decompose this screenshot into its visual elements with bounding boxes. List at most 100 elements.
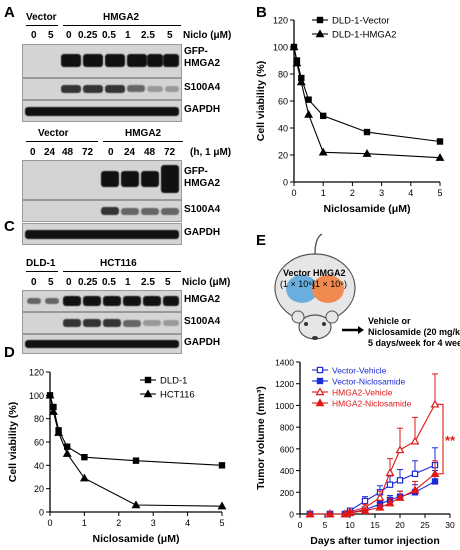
- lane-label: 0.25: [78, 277, 98, 288]
- hmga2-cell-count: (1 × 10⁶): [312, 279, 347, 289]
- x-axis-label: Niclosamide (μM): [93, 533, 180, 545]
- x-tick-label: 5: [437, 188, 442, 198]
- lane-label: 0: [66, 30, 72, 41]
- y-tick-label: 1400: [275, 358, 294, 368]
- chart-d-viability: 0 20 40 60 80 100 120 0 1 2 3 4 5 Niclosamide (μM) Cel…: [7, 368, 227, 545]
- data-point: [316, 16, 324, 24]
- data-point: [375, 493, 385, 501]
- group-label-hct116: HCT116: [100, 258, 137, 269]
- row-label-gfp-hmga2: GFP- HMGA2: [184, 166, 221, 189]
- row-label-gapdh: GAPDH: [184, 337, 221, 348]
- x-tick-label: 0: [291, 188, 296, 198]
- y-tick-label: 40: [278, 124, 288, 134]
- unit-label: Niclo (μM): [183, 30, 232, 41]
- y-tick-label: 400: [280, 466, 294, 476]
- series-line: [49, 395, 223, 466]
- y-tick-label: 800: [280, 423, 294, 433]
- lane-label: 5: [48, 277, 54, 288]
- x-tick-label: 20: [395, 520, 405, 530]
- unit-label: Niclo (μM): [182, 277, 231, 288]
- y-axis-label: Cell viability (%): [7, 402, 19, 483]
- unit-label: (h, 1 μM): [190, 147, 232, 158]
- vector-injection-label: Vector: [283, 268, 311, 278]
- x-tick-label: 0: [298, 520, 303, 530]
- panel-letter-b: B: [256, 4, 267, 21]
- y-tick-label: 20: [278, 151, 288, 161]
- legend-label: DLD-1-HMGA2: [332, 30, 396, 41]
- lane-label: 0.5: [102, 277, 116, 288]
- data-point: [304, 109, 314, 118]
- data-point: [305, 509, 315, 518]
- x-tick-label: 2: [116, 518, 121, 528]
- lane-label: 24: [44, 147, 56, 158]
- x-tick-label: 3: [379, 188, 384, 198]
- lane-label: 72: [164, 147, 176, 158]
- data-point: [363, 128, 371, 136]
- data-point: [318, 147, 328, 156]
- y-tick-label: 0: [289, 510, 294, 520]
- blot-strip-gfp-hmga2: [22, 44, 182, 78]
- lane-label: 48: [144, 147, 156, 158]
- group-label-hmga2: HMGA2: [125, 128, 162, 139]
- blot-strip-gapdh: [22, 334, 182, 354]
- data-point: [395, 445, 405, 454]
- data-point: [217, 501, 227, 510]
- lane-label: 0.5: [102, 30, 116, 41]
- x-tick-label: 0: [47, 518, 52, 528]
- chart-b-viability: 0 20 40 60 80 100 120 0 1 2 3 4 5 Niclosamide (μM) Cel…: [255, 16, 445, 215]
- y-tick-label: 60: [278, 97, 288, 107]
- lane-label: 0: [108, 147, 114, 158]
- data-point: [375, 502, 385, 511]
- lane-label: 0: [30, 147, 36, 158]
- row-label-gfp-hmga2: GFP- HMGA2: [184, 46, 221, 69]
- data-point: [45, 390, 55, 399]
- data-point: [143, 389, 153, 398]
- panel-letter-d: D: [4, 344, 15, 361]
- data-point: [316, 377, 324, 385]
- lane-label: 1: [125, 277, 131, 288]
- data-point: [62, 449, 72, 457]
- panel-letter-a: A: [4, 4, 15, 21]
- legend-label: Vector-Niclosamide: [332, 377, 405, 387]
- y-tick-label: 0: [39, 508, 44, 518]
- data-point: [296, 77, 306, 86]
- y-tick-label: 80: [278, 70, 288, 80]
- x-tick-label: 15: [370, 520, 380, 530]
- data-point: [436, 138, 444, 145]
- data-point: [325, 509, 335, 518]
- blot-strip-gfp-hmga2: [22, 160, 182, 200]
- x-tick-label: 2: [350, 188, 355, 198]
- x-tick-label: 25: [420, 520, 430, 530]
- legend-label: Vector-Vehicle: [332, 366, 387, 376]
- treatment-line-2: Niclosamide (20 mg/kg): [368, 327, 460, 337]
- data-point: [361, 497, 369, 505]
- y-tick-label: 100: [273, 43, 288, 53]
- row-label-s100a4: S100A4: [184, 82, 221, 93]
- row-label-s100a4: S100A4: [184, 204, 221, 215]
- data-point: [292, 58, 302, 67]
- lane-label: 48: [62, 147, 74, 158]
- data-point: [410, 436, 420, 445]
- blot-strip-hmga2: [22, 290, 182, 312]
- data-point: [144, 376, 152, 384]
- data-point: [435, 153, 445, 161]
- y-tick-label: 120: [29, 368, 44, 378]
- data-point: [362, 149, 372, 157]
- data-point: [316, 366, 324, 374]
- data-point: [132, 457, 140, 464]
- data-point: [319, 112, 327, 120]
- lane-label: 1: [125, 30, 131, 41]
- x-axis-label: Niclosamide (μM): [324, 203, 411, 215]
- x-tick-label: 10: [345, 520, 355, 530]
- y-tick-label: 60: [34, 438, 44, 448]
- treatment-line-1: Vehicle or: [368, 316, 411, 326]
- data-point: [345, 508, 355, 517]
- y-axis-label: Cell viability (%): [255, 61, 267, 142]
- vector-cell-count: (1 × 10⁶): [280, 279, 315, 289]
- data-point: [385, 498, 395, 507]
- row-label-gapdh: GAPDH: [184, 104, 221, 115]
- data-point: [411, 470, 419, 478]
- blot-strip-s100a4: [22, 312, 182, 334]
- group-label-vector: Vector: [38, 128, 69, 139]
- legend-label: HMGA2-Vehicle: [332, 388, 393, 398]
